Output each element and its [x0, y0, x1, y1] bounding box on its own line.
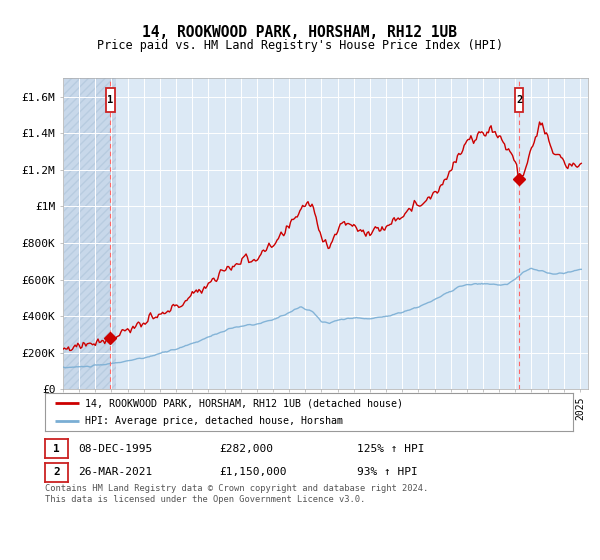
FancyBboxPatch shape: [106, 88, 115, 112]
Bar: [63, 78, 116, 389]
Text: Contains HM Land Registry data © Crown copyright and database right 2024.
This d: Contains HM Land Registry data © Crown c…: [45, 484, 428, 504]
Text: 14, ROOKWOOD PARK, HORSHAM, RH12 1UB: 14, ROOKWOOD PARK, HORSHAM, RH12 1UB: [143, 25, 458, 40]
Text: £282,000: £282,000: [219, 444, 273, 454]
Text: 26-MAR-2021: 26-MAR-2021: [78, 467, 152, 477]
Text: £1,150,000: £1,150,000: [219, 467, 287, 477]
Text: 1: 1: [53, 444, 60, 454]
Text: 2: 2: [53, 467, 60, 477]
Text: 93% ↑ HPI: 93% ↑ HPI: [357, 467, 418, 477]
Text: 2: 2: [516, 95, 522, 105]
Text: 14, ROOKWOOD PARK, HORSHAM, RH12 1UB (detached house): 14, ROOKWOOD PARK, HORSHAM, RH12 1UB (de…: [85, 398, 403, 408]
Text: 08-DEC-1995: 08-DEC-1995: [78, 444, 152, 454]
Text: Price paid vs. HM Land Registry's House Price Index (HPI): Price paid vs. HM Land Registry's House …: [97, 39, 503, 52]
Text: 1: 1: [107, 95, 113, 105]
FancyBboxPatch shape: [515, 88, 523, 112]
Text: 125% ↑ HPI: 125% ↑ HPI: [357, 444, 425, 454]
Text: HPI: Average price, detached house, Horsham: HPI: Average price, detached house, Hors…: [85, 416, 343, 426]
